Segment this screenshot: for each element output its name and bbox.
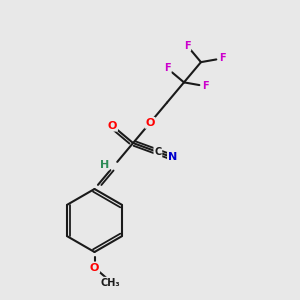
Text: O: O (145, 118, 155, 128)
Text: F: F (202, 81, 208, 91)
Text: H: H (100, 160, 109, 170)
Text: C: C (154, 147, 161, 157)
Text: F: F (164, 64, 171, 74)
Text: N: N (168, 152, 177, 162)
Text: O: O (108, 121, 117, 131)
Text: CH₃: CH₃ (100, 278, 120, 288)
Text: O: O (90, 262, 99, 273)
Text: F: F (219, 53, 226, 63)
Text: F: F (184, 40, 190, 51)
